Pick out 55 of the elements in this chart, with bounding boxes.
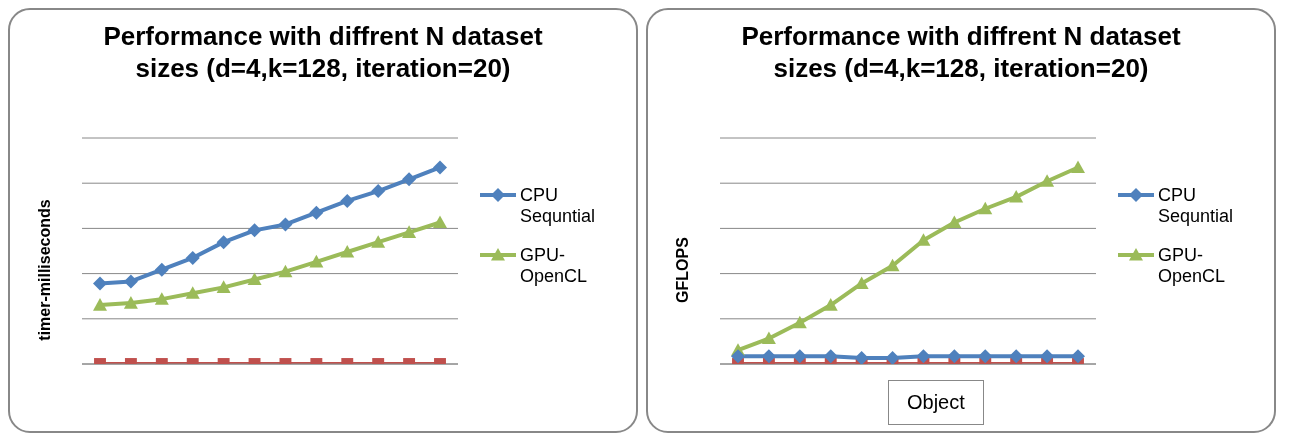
point	[93, 276, 107, 291]
point	[1040, 174, 1055, 187]
point	[93, 298, 107, 311]
point	[123, 274, 138, 289]
point	[247, 223, 262, 238]
point	[823, 349, 838, 364]
point	[371, 184, 386, 199]
point	[885, 258, 900, 272]
point	[278, 264, 293, 278]
point	[340, 193, 355, 208]
point	[978, 349, 993, 364]
chart-title: Performance with diffrent N dataset sizes (d=4,k=128, iteration=20)	[740, 20, 1182, 84]
point	[792, 349, 807, 364]
legend-label: GPU-OpenCL	[520, 245, 589, 287]
point	[216, 280, 231, 293]
point	[947, 215, 962, 229]
point	[792, 315, 807, 329]
point	[185, 250, 200, 265]
point	[885, 351, 900, 364]
point	[340, 244, 355, 258]
point	[761, 331, 776, 345]
point	[1009, 189, 1024, 203]
point	[916, 233, 931, 246]
point	[309, 205, 324, 220]
point	[854, 351, 869, 364]
point	[761, 349, 776, 364]
legend-label: CPU Sequntial	[520, 185, 597, 227]
point	[823, 298, 838, 311]
x-axis-title: Object	[888, 380, 984, 425]
point	[371, 235, 386, 248]
y-axis-title: timer-milliseconds	[36, 199, 54, 341]
point	[154, 262, 169, 277]
point	[185, 286, 200, 299]
point	[247, 272, 262, 286]
point	[433, 215, 447, 229]
point	[731, 349, 745, 364]
legend-label: CPU Sequntial	[1158, 185, 1235, 227]
point	[402, 225, 417, 238]
chart-title: Performance with diffrent N dataset sizes (d=4,k=128, iteration=20)	[102, 20, 544, 84]
point	[402, 172, 417, 187]
point	[216, 235, 231, 250]
point	[309, 254, 324, 268]
point	[1071, 349, 1085, 364]
legend-label: GPU-OpenCL	[1158, 245, 1227, 287]
point	[154, 292, 169, 305]
point	[1071, 160, 1085, 174]
point	[123, 296, 138, 309]
point	[978, 201, 993, 215]
point	[916, 349, 931, 364]
point	[1040, 349, 1055, 364]
y-axis-title: GFLOPS	[674, 237, 692, 303]
point	[947, 349, 962, 364]
point	[433, 160, 447, 175]
point	[1009, 349, 1024, 364]
point	[278, 217, 293, 232]
